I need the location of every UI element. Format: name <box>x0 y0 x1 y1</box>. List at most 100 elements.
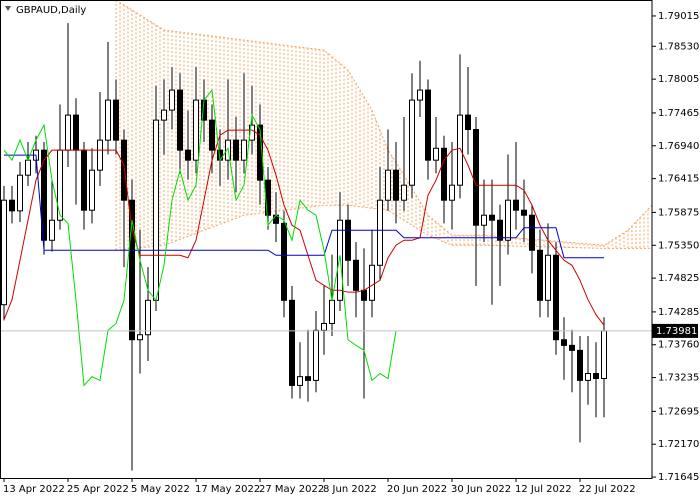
candle-body <box>129 199 135 341</box>
candle-body <box>457 114 463 186</box>
candle-body <box>113 99 119 141</box>
candle-body <box>433 147 439 161</box>
x-tick-label: 22 Jul 2022 <box>579 484 636 495</box>
candle-body <box>465 114 471 131</box>
candle-body <box>1 199 7 306</box>
y-tick-label: 1.74825 <box>658 273 699 284</box>
candle-body <box>329 299 335 324</box>
y-tick-label: 1.75875 <box>658 207 699 218</box>
candle-body <box>585 373 591 381</box>
candle-body <box>297 376 303 386</box>
candle-body <box>161 109 167 121</box>
y-tick-label: 1.71645 <box>658 472 699 483</box>
candle-body <box>529 214 535 251</box>
candle-body <box>393 169 399 201</box>
candle-body <box>25 159 31 176</box>
candle-body <box>409 99 415 186</box>
x-tick-label: 5 May 2022 <box>131 484 190 495</box>
candle-body <box>89 169 95 211</box>
candle-body <box>257 124 263 181</box>
candle-body <box>561 339 567 346</box>
y-tick-label: 1.75350 <box>658 240 699 251</box>
candle-body <box>577 349 583 381</box>
candle-body <box>425 89 431 161</box>
y-tick-label: 1.78530 <box>658 41 699 52</box>
candle-body <box>193 99 199 161</box>
candle-body <box>513 199 519 211</box>
candle-body <box>177 89 183 151</box>
y-tick-label: 1.73760 <box>658 340 699 351</box>
candle-body <box>537 249 543 301</box>
candle-body <box>601 330 607 380</box>
plot-area <box>0 0 652 471</box>
x-tick-label: 25 Apr 2022 <box>67 484 129 495</box>
candle-body <box>185 149 191 161</box>
candle-body <box>81 149 87 211</box>
candle-body <box>385 169 391 201</box>
candle-body <box>441 147 447 201</box>
current-price-label: 1.73981 <box>656 326 697 337</box>
candle-body <box>481 214 487 226</box>
candle-body <box>377 199 383 266</box>
candle-body <box>121 139 127 201</box>
chart-title: GBPAUD,Daily <box>16 5 86 16</box>
y-tick-label: 1.74285 <box>658 307 699 318</box>
candle-body <box>73 114 79 151</box>
candle-body <box>17 174 23 212</box>
candle-body <box>153 119 159 301</box>
candle-body <box>145 299 151 336</box>
x-tick-label: 17 May 2022 <box>195 484 260 495</box>
y-tick-label: 1.72695 <box>658 406 699 417</box>
candle-body <box>401 184 407 201</box>
candle-body <box>545 254 551 301</box>
y-tick-label: 1.76940 <box>658 141 699 152</box>
indicator-line <box>3 88 397 387</box>
symbol-icon <box>5 6 11 11</box>
candle-body <box>97 139 103 171</box>
candle-body <box>593 373 599 380</box>
candle-body <box>289 299 295 386</box>
x-tick-label: 20 Jun 2022 <box>387 484 447 495</box>
candle-body <box>241 139 247 161</box>
candle-body <box>65 114 71 151</box>
candle-body <box>369 264 375 301</box>
candle-body <box>321 322 327 331</box>
y-tick-label: 1.72170 <box>658 439 699 450</box>
candle-body <box>137 334 143 341</box>
indicator-line <box>4 154 604 259</box>
candle-body <box>313 329 319 381</box>
candle-body <box>505 199 511 241</box>
candle-body <box>169 89 175 111</box>
candle-body <box>345 219 351 261</box>
candle-body <box>233 139 239 161</box>
x-tick-label: 30 Jun 2022 <box>451 484 511 495</box>
x-tick-label: 13 Apr 2022 <box>3 484 65 495</box>
candle-body <box>497 219 503 241</box>
candle-body <box>473 129 479 226</box>
y-tick-label: 1.79015 <box>658 11 699 22</box>
y-tick-label: 1.73235 <box>658 373 699 384</box>
y-tick-label: 1.76415 <box>658 174 699 185</box>
x-tick-label: 12 Jul 2022 <box>515 484 572 495</box>
plot-frame <box>0 0 653 479</box>
indicator-line <box>3 129 605 326</box>
candle-body <box>209 119 215 151</box>
candle-body <box>361 289 367 301</box>
x-tick-label: 27 May 2022 <box>259 484 324 495</box>
y-tick-label: 1.78005 <box>658 74 699 85</box>
candle-body <box>105 99 111 141</box>
candle-body <box>569 344 575 351</box>
candle-body <box>353 259 359 291</box>
current-price-box <box>652 323 698 338</box>
candle-body <box>521 209 527 216</box>
candle-body <box>489 214 495 221</box>
candle-body <box>49 219 55 241</box>
y-tick-label: 1.77465 <box>658 108 699 119</box>
candle-body <box>41 149 47 241</box>
candle-body <box>281 222 287 301</box>
candle-body <box>305 376 311 381</box>
candle-body <box>9 199 15 212</box>
x-tick-label: 8 Jun 2022 <box>323 484 377 495</box>
candle-body <box>417 89 423 101</box>
